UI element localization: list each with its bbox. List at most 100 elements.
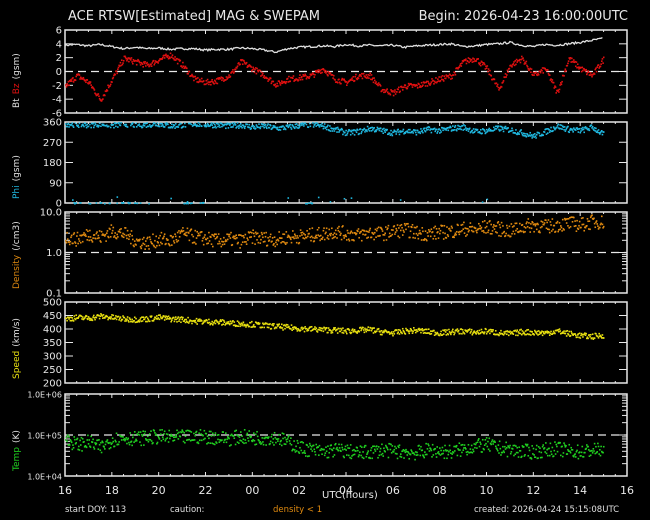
data-point (328, 72, 331, 75)
data-point (469, 448, 472, 450)
data-point (192, 439, 195, 441)
data-point (492, 129, 494, 132)
data-point (515, 129, 517, 131)
data-point (514, 60, 517, 62)
data-point (362, 72, 365, 75)
data-point (332, 128, 335, 130)
data-point (367, 74, 370, 76)
data-point (521, 330, 524, 332)
data-point (264, 437, 266, 440)
data-point (68, 243, 71, 246)
data-point (485, 442, 487, 445)
data-point (258, 123, 260, 125)
data-point (469, 60, 472, 62)
data-point (122, 232, 124, 235)
data-point (543, 131, 546, 133)
data-point (435, 332, 438, 335)
data-point (515, 63, 517, 66)
data-point (102, 124, 104, 127)
data-point (501, 451, 504, 454)
data-point (348, 329, 351, 331)
data-point (554, 441, 556, 443)
data-point (190, 228, 193, 231)
data-point (426, 239, 428, 242)
data-point (468, 226, 471, 228)
data-point (435, 81, 438, 84)
data-point (131, 61, 133, 63)
data-point (232, 72, 235, 74)
data-point (118, 441, 120, 443)
data-point (147, 63, 150, 66)
data-point (600, 130, 603, 132)
data-point (164, 54, 167, 57)
data-point (599, 454, 602, 457)
data-point (186, 227, 189, 230)
data-point (146, 61, 148, 64)
data-point (566, 453, 569, 455)
data-point (241, 126, 243, 129)
data-point (598, 332, 600, 335)
data-point (257, 321, 260, 324)
data-point (225, 127, 227, 130)
data-point (121, 63, 124, 66)
data-point (208, 430, 211, 433)
data-point (265, 126, 267, 128)
data-point (456, 328, 459, 330)
data-point (505, 76, 507, 78)
data-point (323, 327, 326, 329)
data-point (565, 330, 567, 333)
data-point (170, 125, 172, 128)
data-point (267, 437, 269, 439)
data-point (429, 333, 431, 335)
data-point (419, 132, 422, 135)
data-point (227, 127, 230, 129)
data-point (321, 122, 323, 125)
data-point (80, 436, 83, 439)
data-point (165, 122, 168, 124)
data-point (277, 126, 279, 129)
data-point (584, 334, 587, 337)
data-point (294, 79, 297, 82)
data-point (293, 449, 296, 451)
data-point (177, 316, 180, 318)
data-point (599, 448, 601, 451)
data-point (263, 326, 265, 329)
data-point (318, 326, 321, 329)
data-point (599, 223, 602, 226)
data-point (141, 320, 144, 322)
data-point (437, 451, 440, 453)
data-point (172, 436, 175, 439)
data-point (213, 83, 215, 85)
data-point (323, 123, 326, 125)
data-point (241, 435, 243, 437)
data-point (145, 122, 147, 125)
data-point (373, 130, 376, 133)
data-point (500, 86, 503, 88)
data-point (199, 429, 202, 431)
y-tick-label: 450 (43, 311, 62, 322)
data-point (197, 441, 199, 444)
data-point (195, 77, 198, 80)
data-point (111, 229, 114, 232)
data-point (241, 241, 244, 243)
data-point (129, 233, 131, 236)
data-point (535, 444, 538, 447)
data-point (85, 235, 87, 237)
data-point (218, 322, 221, 325)
data-point (498, 332, 501, 334)
data-point (184, 441, 186, 444)
data-point (489, 328, 492, 331)
data-point (66, 434, 69, 437)
data-point (465, 62, 468, 65)
data-point (72, 446, 75, 449)
data-point (462, 129, 465, 131)
y-axis-label: Density(/cm3) (12, 217, 22, 289)
data-point (414, 458, 416, 461)
data-point (412, 236, 414, 239)
data-point (172, 125, 174, 128)
data-point (526, 132, 528, 135)
data-point (299, 229, 302, 231)
data-point (429, 82, 432, 85)
data-point (545, 227, 548, 230)
data-point (478, 445, 481, 448)
